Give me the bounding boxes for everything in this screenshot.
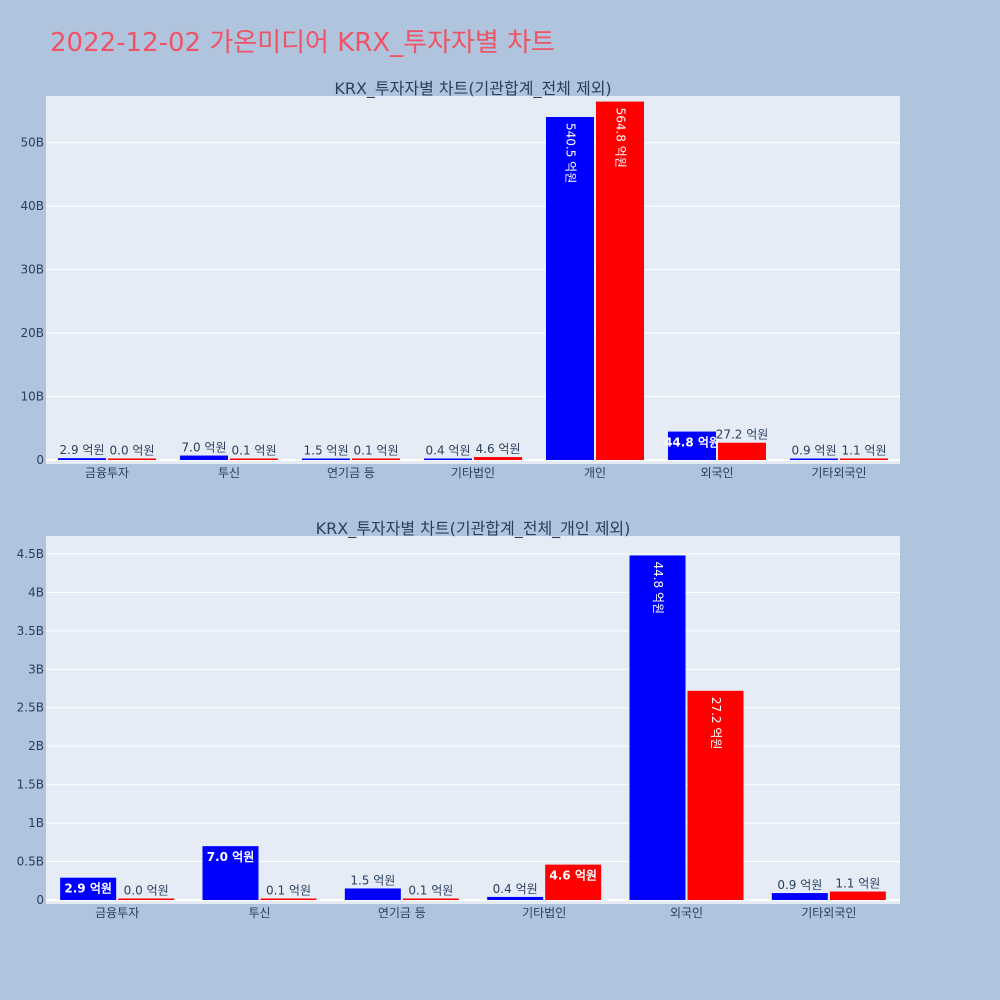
- bar: [260, 898, 317, 900]
- data-label: 0.0 억원: [124, 884, 169, 898]
- y-tick-label: 3.5B: [17, 624, 44, 638]
- data-label: 4.6 억원: [476, 442, 521, 456]
- bar: [546, 116, 594, 460]
- bar: [352, 458, 400, 460]
- bar: [118, 898, 175, 900]
- data-label: 0.9 억원: [792, 444, 837, 458]
- bar: [202, 846, 259, 900]
- plot-area: [46, 96, 900, 464]
- bar: [60, 877, 117, 900]
- data-label: 44.8 억원: [664, 436, 720, 450]
- bar: [230, 458, 278, 460]
- bar: [424, 458, 472, 460]
- y-tick-label: 4B: [28, 585, 44, 599]
- data-label: 0.4 억원: [426, 444, 471, 458]
- y-tick-label: 40B: [20, 199, 44, 213]
- bar: [180, 455, 228, 460]
- x-tick-label: 기타외국인: [801, 906, 856, 920]
- x-tick-label: 투신: [248, 906, 270, 920]
- x-tick-label: 기타법인: [451, 466, 495, 480]
- y-tick-label: 1B: [28, 816, 44, 830]
- data-label: 27.2 억원: [709, 697, 723, 750]
- x-tick-label: 금융투자: [85, 466, 129, 480]
- data-label: 1.5 억원: [304, 444, 349, 458]
- data-label: 540.5 억원: [564, 123, 578, 183]
- plot-area: [46, 536, 900, 904]
- data-label: 0.1 억원: [408, 884, 453, 898]
- bar: [668, 431, 716, 460]
- x-tick-label: 기타외국인: [811, 466, 866, 480]
- y-tick-label: 3B: [28, 662, 44, 676]
- y-tick-label: 2.5B: [17, 701, 44, 715]
- data-label: 1.5 억원: [350, 873, 395, 887]
- y-tick-label: 30B: [20, 263, 44, 277]
- page-title: 2022-12-02 가온미디어 KRX_투자자별 차트: [50, 28, 555, 58]
- data-label: 0.4 억원: [493, 882, 538, 896]
- data-label: 564.8 억원: [614, 108, 628, 168]
- data-label: 7.0 억원: [207, 850, 255, 864]
- y-tick-label: 2B: [28, 739, 44, 753]
- bar: [487, 896, 544, 900]
- bar: [108, 458, 156, 460]
- y-tick-label: 0: [36, 453, 44, 467]
- bar: [687, 690, 744, 900]
- chart-title: KRX_투자자별 차트(기관합계_전체 제외): [334, 79, 611, 99]
- data-label: 1.1 억원: [835, 877, 880, 891]
- x-tick-label: 개인: [584, 466, 606, 480]
- bar: [790, 458, 838, 460]
- y-tick-label: 10B: [20, 390, 44, 404]
- y-tick-label: 4.5B: [17, 547, 44, 561]
- bar: [840, 458, 888, 460]
- data-label: 0.0 억원: [110, 444, 155, 458]
- y-tick-label: 50B: [20, 136, 44, 150]
- data-label: 0.1 억원: [354, 444, 399, 458]
- x-tick-label: 금융투자: [95, 906, 139, 920]
- bar: [596, 101, 644, 461]
- data-label: 44.8 억원: [651, 561, 665, 614]
- bar: [58, 458, 106, 460]
- data-label: 7.0 억원: [182, 441, 227, 455]
- bar: [718, 442, 766, 460]
- bar: [302, 458, 350, 460]
- x-tick-label: 외국인: [700, 466, 733, 480]
- y-tick-label: 0.5B: [17, 855, 44, 869]
- bar: [474, 457, 522, 460]
- chart-panel-1: 0 10B 20B 30B 40B 50B KRX_투자자별 차트(기관합계_전체 제외) 금…: [20, 79, 900, 480]
- data-label: 1.1 억원: [842, 444, 887, 458]
- bar: [629, 555, 686, 900]
- data-label: 0.1 억원: [232, 444, 277, 458]
- x-tick-label: 연기금 등: [378, 906, 426, 920]
- chart-panel-2: 0 0.5B 1B 1.5B 2B 2.5B 3B 3.5B 4B 4.5B KRX_투자자별 차트…: [17, 519, 900, 920]
- bar: [344, 888, 401, 900]
- x-tick-label: 기타법인: [522, 906, 566, 920]
- data-label: 0.1 억원: [266, 884, 311, 898]
- x-tick-label: 외국인: [670, 906, 703, 920]
- data-label: 27.2 억원: [716, 428, 769, 442]
- x-tick-label: 투신: [218, 466, 240, 480]
- y-tick-label: 0: [36, 893, 44, 907]
- y-tick-label: 1.5B: [17, 778, 44, 792]
- y-tick-label: 20B: [20, 326, 44, 340]
- bar: [545, 864, 602, 900]
- bar: [771, 893, 828, 900]
- x-tick-label: 연기금 등: [327, 466, 375, 480]
- bar: [829, 891, 886, 900]
- chart-title: KRX_투자자별 차트(기관합계_전체_개인 제외): [316, 519, 631, 539]
- data-label: 0.9 억원: [777, 878, 822, 892]
- data-label: 2.9 억원: [64, 882, 112, 896]
- data-label: 2.9 억원: [60, 443, 105, 457]
- data-label: 4.6 억원: [549, 869, 597, 883]
- bar: [402, 898, 459, 900]
